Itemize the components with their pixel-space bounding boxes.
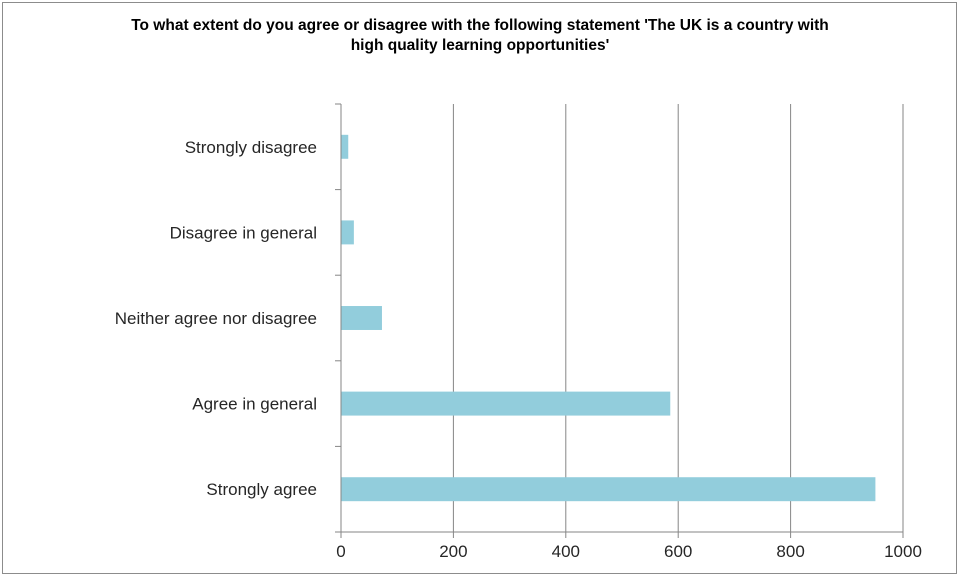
x-tick-label: 0 xyxy=(336,542,345,561)
x-tick-label: 400 xyxy=(552,542,580,561)
x-tick-label: 600 xyxy=(664,542,692,561)
chart-title: To what extent do you agree or disagree … xyxy=(131,17,829,54)
bar xyxy=(341,134,349,159)
category-label: Neither agree nor disagree xyxy=(115,309,317,328)
x-tick-label: 200 xyxy=(439,542,467,561)
bar xyxy=(341,220,354,245)
bar xyxy=(341,477,876,502)
category-label: Disagree in general xyxy=(170,223,317,242)
category-label: Strongly disagree xyxy=(185,138,317,157)
x-tick-label: 800 xyxy=(776,542,804,561)
x-tick-labels: 0 200 400 600 800 1000 xyxy=(336,542,922,561)
category-labels: Strongly disagree Disagree in general Neit… xyxy=(115,138,317,499)
gridlines xyxy=(452,104,904,532)
bar xyxy=(341,306,382,330)
category-label: Agree in general xyxy=(192,395,317,414)
bar xyxy=(341,391,671,416)
axes xyxy=(335,103,904,538)
bars xyxy=(341,134,876,502)
category-label: Strongly agree xyxy=(206,480,317,499)
x-tick-label: 1000 xyxy=(884,542,922,561)
